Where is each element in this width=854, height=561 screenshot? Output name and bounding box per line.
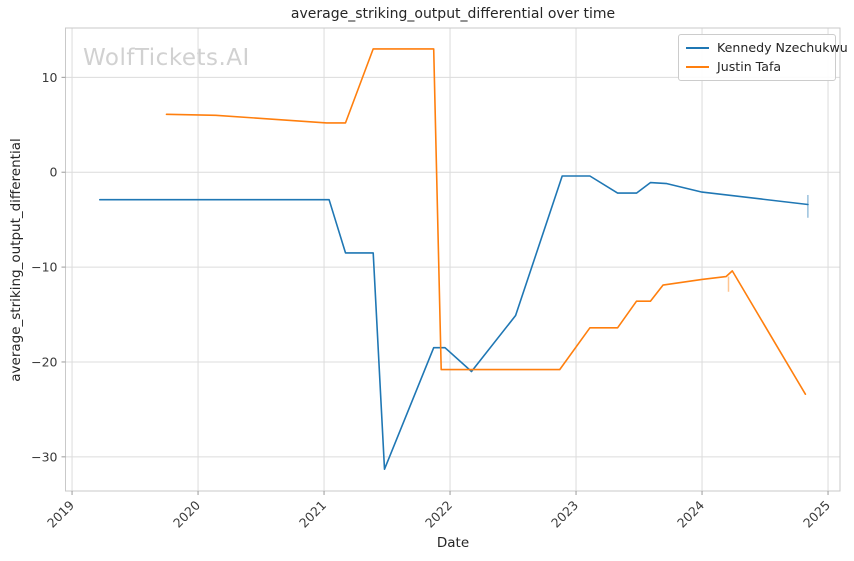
y-tick-label: 0 — [50, 165, 58, 180]
legend-label: Justin Tafa — [717, 59, 782, 74]
y-tick-label: −10 — [31, 260, 57, 275]
y-tick-label: −30 — [31, 449, 57, 464]
x-tick-label: 2022 — [422, 498, 455, 531]
series-line-justin-tafa — [165, 48, 807, 396]
legend-item: Kennedy Nzechukwu — [686, 40, 848, 55]
x-tick-label: 2019 — [44, 497, 77, 530]
x-tick-label: 2023 — [548, 498, 581, 531]
legend: Kennedy Nzechukwu Justin Tafa — [678, 34, 848, 81]
y-tick-label: −20 — [31, 354, 57, 369]
watermark: WolfTickets.AI — [83, 45, 250, 71]
x-tick-label: 2024 — [674, 497, 707, 530]
legend-label: Kennedy Nzechukwu — [717, 40, 848, 55]
plot-border — [65, 27, 841, 492]
x-axis-label: Date — [436, 535, 470, 551]
x-tick-label: 2020 — [170, 497, 203, 530]
series-line-kennedy-nzechukwu — [99, 175, 809, 471]
y-tick-label: 10 — [42, 70, 58, 85]
legend-line-swatch — [686, 46, 709, 49]
chart-title: average_striking_output_differential ove… — [290, 6, 616, 22]
legend-item: Justin Tafa — [686, 59, 828, 74]
x-tick-label: 2021 — [296, 498, 329, 531]
legend-line-swatch — [686, 65, 709, 68]
x-tick-label: 2025 — [800, 498, 833, 531]
